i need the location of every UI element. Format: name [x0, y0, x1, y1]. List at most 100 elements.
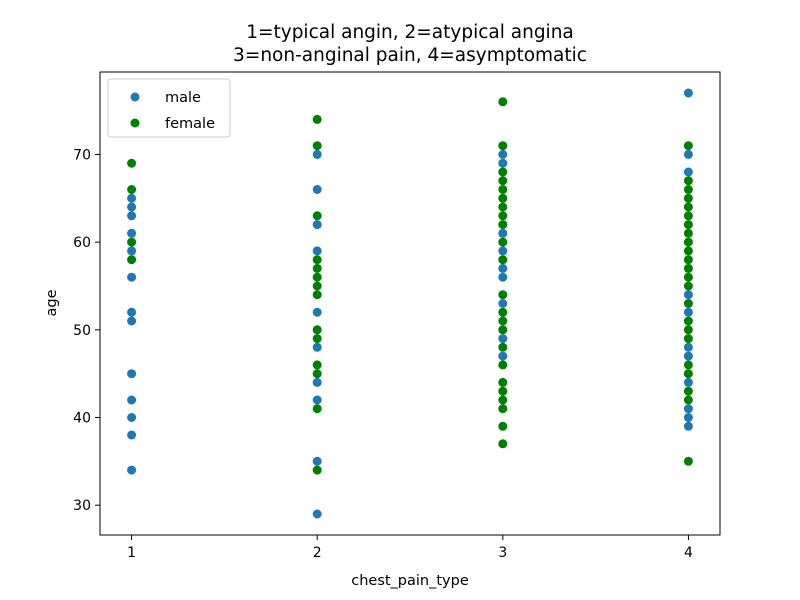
data-point-male-20	[312, 220, 322, 230]
legend-marker-female	[130, 118, 140, 128]
data-point-female-9	[312, 325, 322, 335]
y-tick-label-70: 70	[73, 147, 91, 163]
data-point-female-23	[498, 377, 508, 387]
data-point-female-38	[498, 167, 508, 177]
data-point-female-18	[498, 439, 508, 449]
data-point-male-42	[683, 88, 693, 98]
data-point-female-41	[683, 456, 693, 466]
data-point-female-40	[498, 97, 508, 107]
data-point-female-57	[683, 220, 693, 230]
data-point-female-63	[683, 141, 693, 151]
data-point-female-25	[498, 342, 508, 352]
data-point-male-29	[498, 228, 508, 238]
data-point-male-33	[683, 413, 693, 422]
y-tick-label-40: 40	[73, 410, 91, 426]
x-tick-label-4: 4	[684, 545, 693, 561]
data-point-female-33	[498, 211, 508, 221]
data-point-female-62	[683, 176, 693, 186]
data-point-male-41	[683, 149, 693, 159]
data-point-female-37	[498, 176, 508, 186]
x-tick-label-2: 2	[313, 545, 322, 561]
data-point-female-39	[498, 141, 508, 151]
data-point-male-3	[127, 395, 137, 405]
data-point-male-12	[127, 193, 137, 203]
data-point-female-49	[683, 299, 693, 308]
data-point-female-19	[498, 421, 508, 431]
data-point-male-34	[683, 404, 693, 414]
data-point-male-0	[127, 465, 137, 475]
data-point-female-16	[312, 141, 322, 151]
data-point-male-39	[683, 290, 693, 300]
data-point-female-54	[683, 246, 693, 256]
data-point-female-3	[127, 158, 137, 168]
data-point-female-56	[683, 228, 693, 238]
data-point-male-31	[498, 149, 508, 159]
data-point-male-2	[127, 413, 137, 422]
data-point-female-8	[312, 334, 322, 344]
data-point-male-4	[127, 369, 137, 379]
data-point-male-35	[683, 377, 693, 387]
data-point-female-13	[312, 263, 322, 273]
data-point-female-43	[683, 386, 693, 396]
data-point-female-7	[312, 360, 322, 370]
data-point-female-52	[683, 263, 693, 273]
data-point-female-36	[498, 185, 508, 194]
data-points	[127, 88, 693, 519]
data-point-male-14	[312, 456, 322, 466]
x-axis-ticks: 1 2 3 4	[127, 535, 693, 561]
chart-title-line-1: 1=typical angin, 2=atypical angina	[246, 22, 574, 43]
data-point-female-2	[127, 185, 137, 194]
data-point-male-23	[498, 351, 508, 361]
data-point-female-35	[498, 193, 508, 203]
x-tick-label-3: 3	[498, 545, 507, 561]
data-point-male-21	[312, 185, 322, 194]
data-point-male-25	[498, 299, 508, 308]
data-point-female-50	[683, 281, 693, 291]
data-point-male-22	[312, 149, 322, 159]
data-point-female-28	[498, 307, 508, 317]
data-point-male-13	[312, 509, 322, 519]
y-axis-label: age	[44, 289, 60, 316]
data-point-female-55	[683, 237, 693, 247]
data-point-male-16	[312, 377, 322, 387]
data-point-female-29	[498, 290, 508, 300]
data-point-female-51	[683, 272, 693, 282]
data-point-female-12	[312, 272, 322, 282]
data-point-male-17	[312, 342, 322, 352]
data-point-female-42	[683, 395, 693, 405]
data-point-female-58	[683, 211, 693, 221]
data-point-female-44	[683, 369, 693, 379]
data-point-male-24	[498, 334, 508, 344]
data-point-female-1	[127, 237, 137, 247]
data-point-female-14	[312, 255, 322, 265]
data-point-male-27	[498, 263, 508, 273]
data-point-female-26	[498, 325, 508, 335]
data-point-female-24	[498, 360, 508, 370]
data-point-female-17	[312, 114, 322, 124]
legend: male female	[107, 78, 231, 138]
data-point-male-1	[127, 430, 137, 440]
data-point-male-28	[498, 246, 508, 256]
data-point-male-26	[498, 272, 508, 282]
data-point-female-53	[683, 255, 693, 265]
data-point-male-5	[127, 316, 137, 326]
data-point-female-30	[498, 255, 508, 265]
y-tick-label-60: 60	[73, 235, 91, 251]
data-point-female-0	[127, 255, 137, 265]
data-point-female-4	[312, 465, 322, 475]
y-tick-label-50: 50	[73, 323, 91, 339]
data-point-female-11	[312, 281, 322, 291]
data-point-female-6	[312, 369, 322, 379]
data-point-male-40	[683, 167, 693, 177]
data-point-female-20	[498, 404, 508, 414]
data-point-male-7	[127, 272, 137, 282]
data-point-male-18	[312, 307, 322, 317]
data-point-female-48	[683, 316, 693, 326]
data-point-female-60	[683, 193, 693, 203]
data-point-male-32	[683, 421, 693, 431]
data-point-female-34	[498, 202, 508, 212]
legend-marker-male	[130, 92, 140, 102]
data-point-male-19	[312, 246, 322, 256]
data-point-female-47	[683, 325, 693, 335]
